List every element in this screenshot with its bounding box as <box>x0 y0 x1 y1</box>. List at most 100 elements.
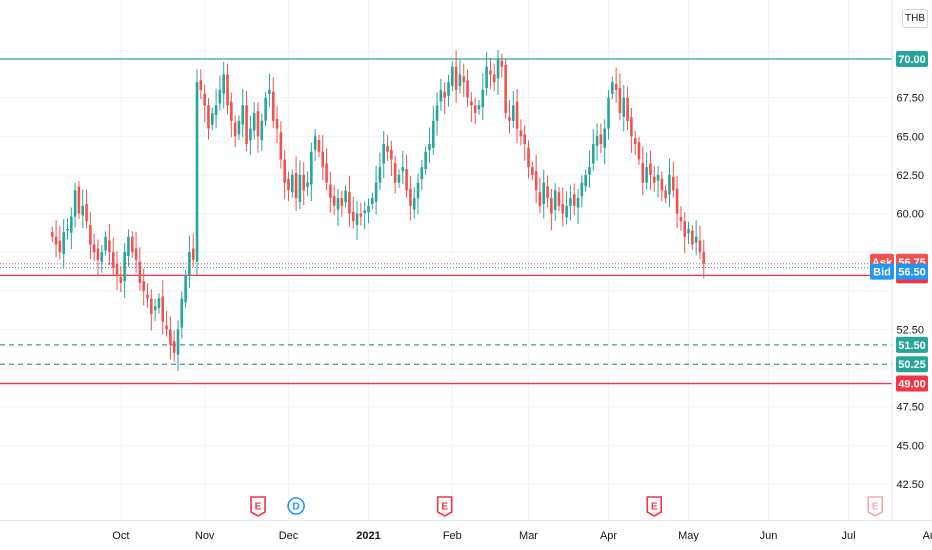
candle-body <box>275 118 279 129</box>
candle-body <box>241 105 245 125</box>
candle-body <box>96 248 100 260</box>
candle-body <box>611 82 614 94</box>
candle-body <box>683 221 687 237</box>
candle-body <box>470 101 473 106</box>
candle-body <box>325 163 328 183</box>
candle-body <box>660 178 664 191</box>
candle-body <box>443 91 446 98</box>
candle-body <box>134 248 138 260</box>
candle-body <box>538 192 542 206</box>
candle-body <box>652 176 656 183</box>
candle-body <box>569 198 572 206</box>
svg-text:51.50: 51.50 <box>898 340 926 352</box>
svg-text:E: E <box>255 502 262 513</box>
candle-body <box>492 74 496 83</box>
candle-body <box>184 275 187 303</box>
candle-body <box>504 64 507 114</box>
candle-body <box>454 66 458 90</box>
candle-body <box>572 194 576 206</box>
candle-body <box>203 93 206 106</box>
candle-body <box>77 186 81 214</box>
candle-body <box>199 80 203 90</box>
time-tick-label: Jul <box>842 530 856 542</box>
candle-body <box>66 228 69 231</box>
candle-body <box>607 97 610 129</box>
price-tick-label: 52.50 <box>896 324 924 336</box>
price-tick-label: 45.00 <box>896 440 924 452</box>
candle-body <box>435 105 439 121</box>
earnings-event-icon[interactable]: E <box>436 496 453 517</box>
earnings-event-icon[interactable]: E <box>867 496 884 517</box>
candle-body <box>207 105 210 129</box>
earnings-event-icon[interactable]: E <box>250 496 266 517</box>
candle-body <box>70 216 73 233</box>
candle-body <box>664 190 667 199</box>
candle-body <box>363 210 366 213</box>
candle-body <box>409 188 412 206</box>
candle-body <box>439 89 443 102</box>
candle-body <box>256 111 260 137</box>
time-tick-label: May <box>678 530 699 542</box>
candle-body <box>489 70 492 75</box>
currency-badge[interactable]: THB <box>902 9 928 28</box>
candle-body <box>550 198 553 214</box>
candle-body <box>397 174 401 183</box>
price-tick-label: 60.00 <box>896 209 924 221</box>
candle-body <box>348 192 351 214</box>
candle-body <box>287 178 290 191</box>
candle-body <box>195 82 199 262</box>
candle-body <box>580 182 584 197</box>
candle-body <box>230 101 233 121</box>
candle-body <box>157 298 161 309</box>
candle-body <box>332 196 336 206</box>
candle-body <box>393 163 397 183</box>
candle-body <box>150 298 153 314</box>
candle-body <box>527 147 530 168</box>
candle-body <box>511 105 515 121</box>
candle-body <box>649 163 652 175</box>
candle-body <box>108 240 111 253</box>
candle-body <box>698 240 702 253</box>
candle-body <box>576 198 580 208</box>
candle-body <box>565 205 568 218</box>
candle-body <box>458 74 462 87</box>
time-axis[interactable]: Oct Nov Dec 2021 Feb Mar Apr May Jun Jul Aug <box>112 530 932 542</box>
candle-body <box>591 143 595 164</box>
candle-body <box>153 306 157 311</box>
candle-body <box>245 105 248 144</box>
candle-body <box>633 138 637 144</box>
candle-body <box>313 136 317 150</box>
candle-body <box>294 173 298 199</box>
candle-body <box>618 88 622 114</box>
candle-body <box>310 151 313 185</box>
svg-text:E: E <box>441 502 448 513</box>
candle-body <box>180 298 184 328</box>
candle-body <box>390 149 393 160</box>
candle-body <box>165 325 168 330</box>
candle-body <box>214 105 218 115</box>
time-tick-label: Feb <box>443 530 462 542</box>
earnings-event-icon[interactable]: E <box>646 496 663 517</box>
candle-body <box>382 143 386 164</box>
candle-body <box>176 329 180 355</box>
price-axis[interactable]: 42.50 45.00 47.50 52.50 60.00 62.50 65.00 67.50 <box>896 93 924 491</box>
candle-body <box>321 151 325 168</box>
candle-body <box>668 174 671 195</box>
candle-body <box>73 190 77 217</box>
candle-body <box>515 101 519 129</box>
svg-text:70.00: 70.00 <box>898 54 926 66</box>
svg-text:56.50: 56.50 <box>898 267 926 279</box>
candle-body <box>146 294 149 299</box>
candle-body <box>386 145 389 152</box>
dividend-event-icon[interactable]: D <box>287 497 305 515</box>
level-price-tag: 49.00 <box>896 375 928 392</box>
candle-body <box>630 117 633 137</box>
candle-body <box>123 252 126 282</box>
candle-body <box>534 171 538 191</box>
candle-body <box>340 198 344 206</box>
candle-body <box>169 329 172 345</box>
candle-body <box>81 205 85 216</box>
svg-text:E: E <box>872 502 879 513</box>
